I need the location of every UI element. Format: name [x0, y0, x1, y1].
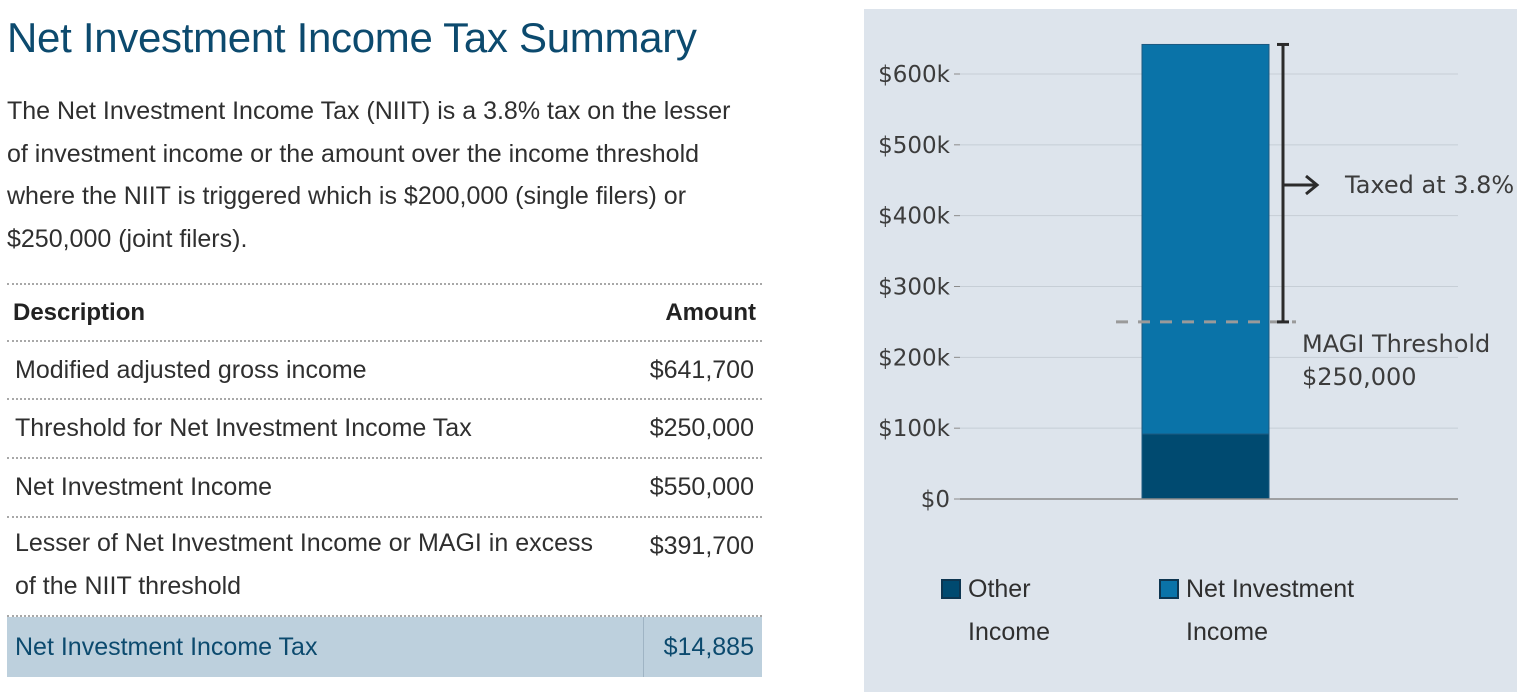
bar-segment-net-investment-income [1141, 43, 1270, 435]
intro-paragraph: The Net Investment Income Tax (NIIT) is … [7, 97, 731, 253]
bar-segment-other-income [1141, 433, 1270, 500]
row-amount: $391,700 [649, 532, 754, 560]
total-amount: $14,885 [643, 617, 762, 677]
table-row: Lesser of Net Investment Income or MAGI … [7, 518, 762, 617]
legend-swatch-net-investment-income [1159, 579, 1179, 599]
legend-label-nii-line1: Net Investment [1186, 575, 1355, 603]
legend-swatch-other-income [941, 579, 961, 599]
chart-panel: $0 $100k $200k $300k $400k $500k $600k MAGI Thr… [864, 9, 1517, 692]
threshold-label: MAGI Threshold [1302, 330, 1490, 358]
legend-label-nii-line2: Income [1186, 618, 1268, 646]
table-row: Net Investment Income $550,000 [7, 459, 762, 518]
bracket-label: Taxed at 3.8% [1344, 171, 1514, 199]
row-description: Threshold for Net Investment Income Tax [15, 414, 472, 442]
y-tick-label: $200k [878, 345, 951, 371]
table-row: Modified adjusted gross income $641,700 [7, 342, 762, 400]
row-amount: $250,000 [649, 414, 754, 442]
column-header-description: Description [13, 298, 146, 326]
column-header-amount: Amount [665, 298, 756, 326]
row-description: Lesser of Net Investment Income or MAGI … [15, 529, 594, 600]
page-title: Net Investment Income Tax Summary [7, 14, 697, 61]
stacked-bar-chart: $0 $100k $200k $300k $400k $500k $600k MAGI Thr… [878, 42, 1514, 513]
y-tick-label: $300k [878, 275, 951, 301]
row-amount: $550,000 [649, 473, 754, 501]
y-tick-label: $100k [878, 416, 951, 442]
total-description: Net Investment Income Tax [15, 632, 318, 661]
table-row: Threshold for Net Investment Income Tax … [7, 400, 762, 459]
y-tick-label: $400k [878, 204, 951, 230]
table-total-row: Net Investment Income Tax $14,885 [7, 617, 762, 677]
y-tick-label: $600k [878, 62, 951, 88]
summary-table: Description Amount Modified adjusted gro… [7, 283, 762, 677]
row-amount: $641,700 [649, 355, 754, 384]
y-tick-label: $0 [921, 487, 950, 513]
row-description: Modified adjusted gross income [15, 355, 367, 384]
y-tick-label: $500k [878, 133, 951, 159]
row-description: Net Investment Income [15, 473, 273, 501]
table-header-row: Description Amount [7, 285, 762, 342]
bracket-arrow-head [1305, 174, 1320, 196]
threshold-value-label: $250,000 [1302, 363, 1417, 391]
legend-label-other-line1: Other [968, 575, 1031, 603]
legend-label-other-line2: Income [968, 618, 1050, 646]
